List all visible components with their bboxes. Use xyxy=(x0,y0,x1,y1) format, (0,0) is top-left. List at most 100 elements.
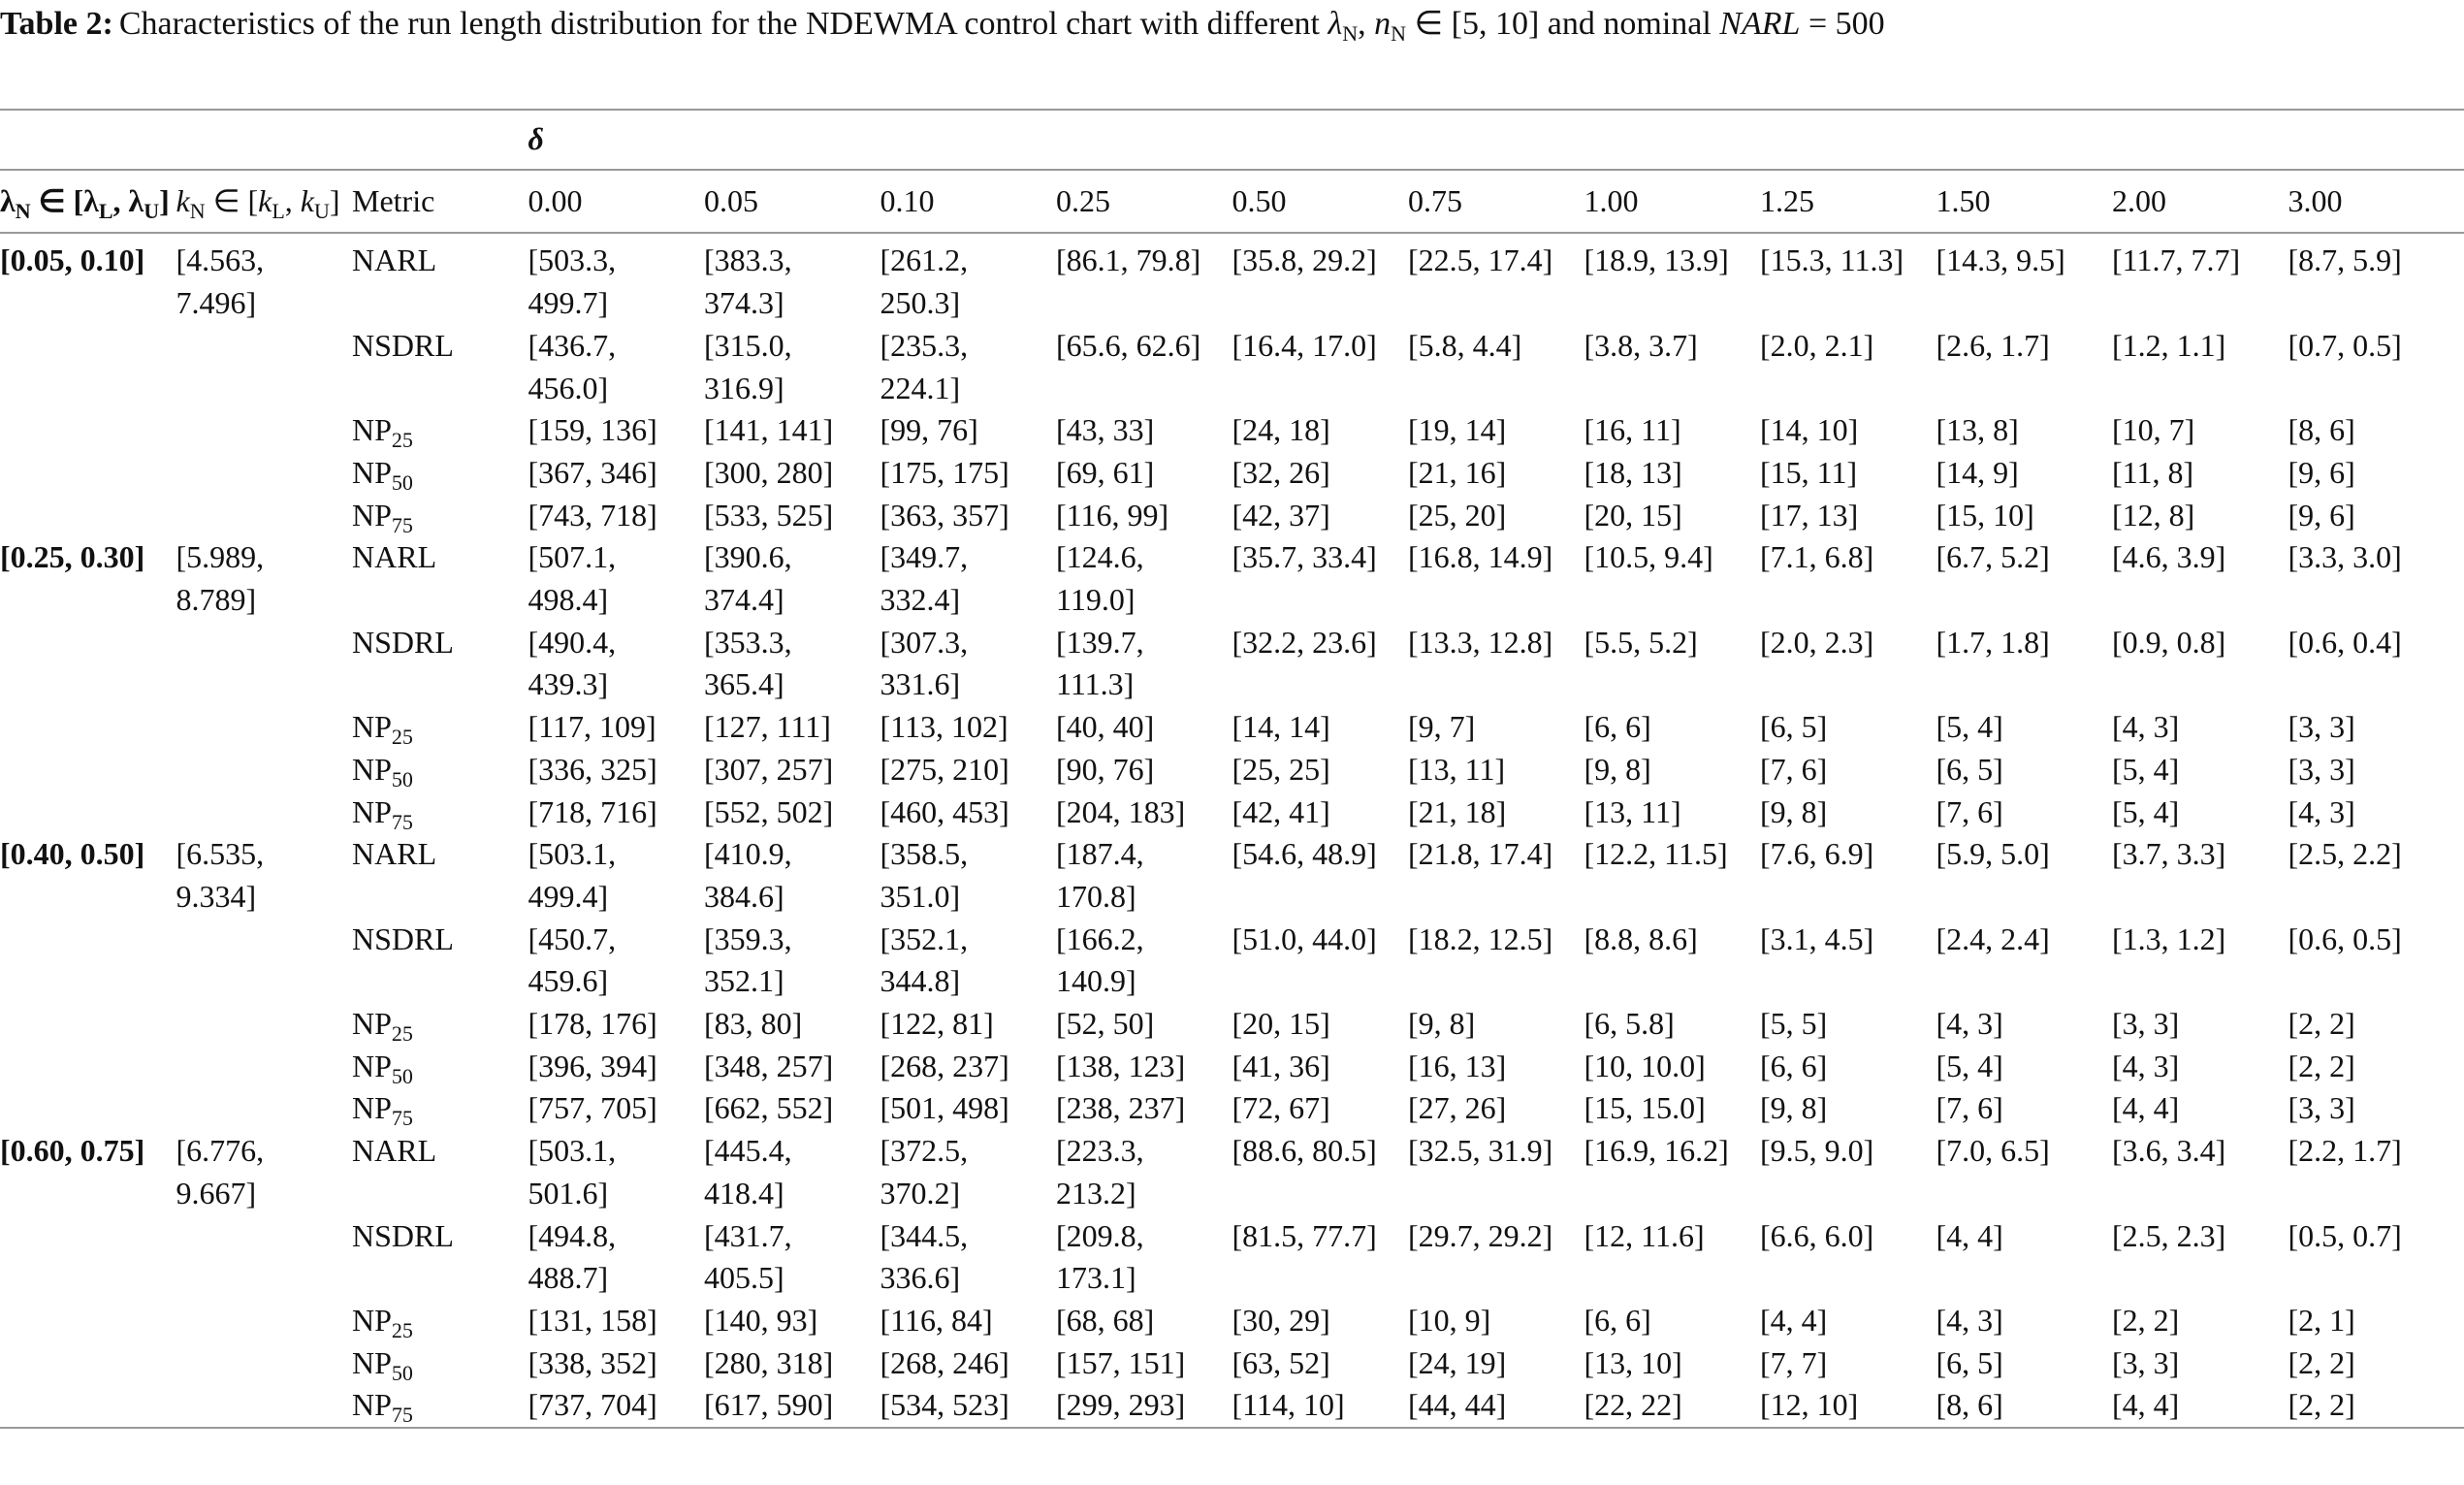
value-cell: [204, 183] xyxy=(1056,793,1186,829)
subscript: 25 xyxy=(391,1317,413,1342)
value-cell: [383.3, 374.3] xyxy=(704,242,792,321)
value-cell: [138, 123] xyxy=(1056,1048,1186,1083)
value-cell: [450.7, 459.6] xyxy=(528,920,617,999)
value-cell: [367, 346] xyxy=(528,454,657,490)
value-cell: [6, 5] xyxy=(1936,1344,2003,1380)
subscript: L xyxy=(272,198,285,223)
metric-cell: NARL xyxy=(352,1130,528,1214)
value-cell: [22, 22] xyxy=(1584,1384,1760,1430)
table-row: NP50 [367, 346] [300, 280] [175, 175] [69, 6… xyxy=(0,452,2464,495)
subscript: N xyxy=(15,198,31,223)
value-cell: [24, 18] xyxy=(1232,412,1330,448)
header-cell: 0.10 xyxy=(880,169,1056,235)
value-cell: [2.0, 2.1] xyxy=(1760,327,1874,363)
value-cell: [15, 15.0] xyxy=(1584,1090,1706,1126)
value-cell: [9.5, 9.0] xyxy=(1760,1133,1874,1169)
value-cell: [238, 237] xyxy=(1056,1090,1186,1126)
value-cell: [72, 67] xyxy=(1232,1090,1330,1126)
value-cell: [7, 7] xyxy=(1760,1344,1828,1380)
header-row: δ xyxy=(0,109,2464,171)
text-run: NARL xyxy=(1719,6,1801,42)
value-cell: [0.9, 0.8] xyxy=(2112,624,2226,660)
value-cell: [4, 3] xyxy=(2288,793,2355,829)
value-cell: [359.3, 352.1] xyxy=(704,920,792,999)
value-cell: [35.7, 33.4] xyxy=(1232,539,1377,575)
value-cell: [5, 4] xyxy=(2112,793,2180,829)
value-cell: [280, 318] xyxy=(704,1344,834,1380)
table-row: [0.40, 0.50] [6.535, 9.334] NARL [503.1, 49… xyxy=(0,833,2464,918)
value-cell: [18, 13] xyxy=(1584,454,1682,490)
cell xyxy=(176,109,352,171)
value-cell: [86.1, 79.8] xyxy=(1056,242,1201,278)
value-cell: [12.2, 11.5] xyxy=(1584,836,1728,872)
value-cell: [3, 3] xyxy=(2112,1344,2180,1380)
text-run: , λ xyxy=(112,182,144,218)
header-cell: 3.00 xyxy=(2288,169,2464,235)
value-cell: [209.8, 173.1] xyxy=(1056,1217,1144,1296)
value-cell: [30, 29] xyxy=(1232,1302,1330,1338)
value-cell: [743, 718] xyxy=(528,497,657,533)
value-cell: [27, 26] xyxy=(1408,1090,1507,1126)
value-cell: [13, 11] xyxy=(1584,793,1681,829)
value-cell: [10, 9] xyxy=(1408,1302,1491,1338)
header-cell: 1.50 xyxy=(1936,169,2112,235)
metric-cell: NP75 xyxy=(352,1087,528,1130)
value-cell: [5.9, 5.0] xyxy=(1936,836,2050,872)
text-run: NARL xyxy=(352,242,437,278)
value-cell: [5.5, 5.2] xyxy=(1584,624,1698,660)
value-cell: [83, 80] xyxy=(704,1006,803,1042)
table-row: [0.60, 0.75] [6.776, 9.667] NARL [503.1, 50… xyxy=(0,1130,2464,1430)
text-run: k xyxy=(300,182,314,218)
value-cell: [662, 552] xyxy=(704,1090,834,1126)
subscript: 50 xyxy=(391,766,413,791)
value-cell: [2.0, 2.3] xyxy=(1760,624,1874,660)
value-cell: [261.2, 250.3] xyxy=(880,242,969,321)
value-cell: [16, 13] xyxy=(1408,1048,1507,1083)
value-cell: [68, 68] xyxy=(1056,1302,1155,1338)
value-cell: [7, 6] xyxy=(1936,793,2003,829)
value-cell: [21, 16] xyxy=(1408,454,1507,490)
value-cell: [490.4, 439.3] xyxy=(528,624,617,702)
value-cell: [5, 4] xyxy=(1936,709,2003,745)
header-cell: δ xyxy=(528,109,2464,171)
header-cell: kN ∈ [kL, kU] xyxy=(176,169,352,235)
value-cell: [88.6, 80.5] xyxy=(1232,1133,1377,1169)
value-cell: [14, 10] xyxy=(1760,412,1859,448)
value-cell: [352.1, 344.8] xyxy=(880,920,969,999)
value-cell: [166.2, 140.9] xyxy=(1056,920,1144,999)
value-cell: [14, 14] xyxy=(1232,709,1330,745)
value-cell: [10, 10.0] xyxy=(1584,1048,1706,1083)
metric-cell: NP50 xyxy=(352,452,528,495)
value-cell: [7.0, 6.5] xyxy=(1936,1133,2050,1169)
value-cell: [16.4, 17.0] xyxy=(1232,327,1377,363)
value-cell: [235.3, 224.1] xyxy=(880,327,969,405)
value-cell: [7.6, 6.9] xyxy=(1760,836,1874,872)
value-cell: [2, 2] xyxy=(2288,1384,2464,1430)
group-lambda: [0.25, 0.30] xyxy=(0,539,145,575)
metric-cell: NP75 xyxy=(352,1384,528,1430)
value-cell: [353.3, 365.4] xyxy=(704,624,792,702)
text-run: NP xyxy=(352,1048,392,1083)
text-run: NP xyxy=(352,751,392,787)
header-cell: 0.50 xyxy=(1232,169,1408,235)
value-cell: [757, 705] xyxy=(528,1090,657,1126)
value-cell: [2, 2] xyxy=(2112,1302,2180,1338)
text-run: NP xyxy=(352,1344,392,1380)
text-run: NARL xyxy=(352,1133,437,1169)
text-run: NP xyxy=(352,1387,392,1423)
value-cell: [431.7, 405.5] xyxy=(704,1217,792,1296)
value-cell: [6.7, 5.2] xyxy=(1936,539,2050,575)
value-cell: [6, 6] xyxy=(1584,709,1651,745)
value-cell: [9, 8] xyxy=(1760,793,1828,829)
subscript: 50 xyxy=(391,1360,413,1385)
value-cell: [315.0, 316.9] xyxy=(704,327,792,405)
value-cell: [2, 1] xyxy=(2288,1302,2355,1338)
value-cell: [6.6, 6.0] xyxy=(1760,1217,1874,1253)
subscript: 25 xyxy=(391,1021,413,1046)
table-row: NSDRL [436.7, 456.0] [315.0, 316.9] [235.3,… xyxy=(0,325,2464,409)
table-row: NP50 [336, 325] [307, 257] [275, 210] [90, 7… xyxy=(0,749,2464,791)
value-cell: [9, 6] xyxy=(2288,497,2355,533)
value-cell: [3, 3] xyxy=(2288,751,2355,787)
value-cell: [737, 704] xyxy=(528,1384,704,1430)
value-cell: [24, 19] xyxy=(1408,1344,1507,1380)
